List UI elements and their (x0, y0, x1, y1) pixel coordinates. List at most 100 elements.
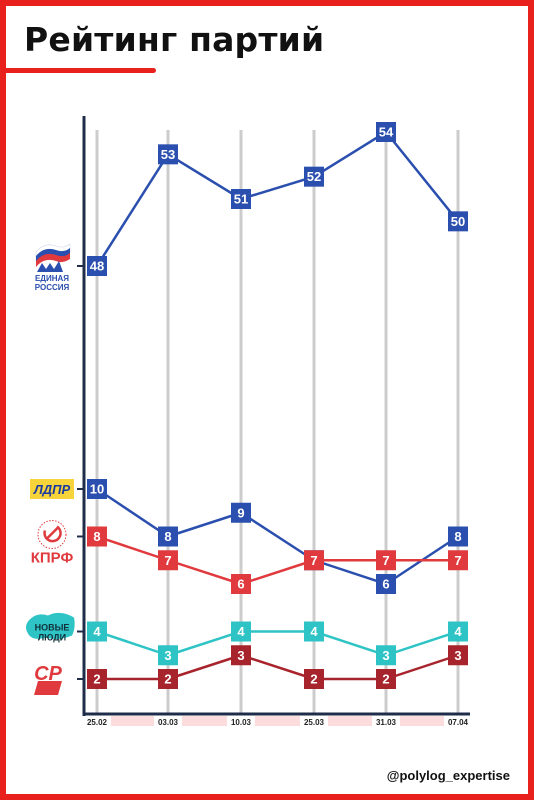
data-point (448, 645, 468, 666)
data-point (87, 669, 107, 689)
data-point (158, 550, 178, 571)
data-label: 7 (382, 553, 389, 568)
data-label: 6 (382, 577, 389, 592)
data-point (448, 526, 468, 547)
date-band-segment (182, 716, 227, 726)
data-point (158, 645, 178, 666)
data-label: 8 (93, 529, 100, 544)
series-line (96, 535, 458, 586)
date-band-segment (111, 716, 154, 726)
data-label: 7 (164, 553, 171, 568)
data-point (231, 502, 251, 523)
data-label: 8 (454, 529, 461, 544)
x-tick-label: 10.03 (231, 718, 252, 727)
data-point (376, 645, 396, 666)
legend-label: СР (34, 663, 62, 685)
data-point (304, 550, 324, 571)
data-label: 6 (237, 577, 244, 592)
data-point (231, 574, 251, 594)
series-4: 2 2 3 2 2 3 (87, 645, 468, 689)
data-label: 4 (93, 624, 101, 639)
data-label: 4 (310, 624, 318, 639)
date-band-segment (255, 716, 300, 726)
legend-label: ЕДИНАЯ (35, 274, 69, 283)
data-point (376, 550, 396, 571)
data-point (87, 479, 107, 499)
data-label: 52 (307, 169, 321, 184)
series-line (97, 654, 459, 681)
sr-logo-icon (34, 681, 62, 695)
date-band-segment (328, 716, 372, 726)
data-label: 53 (161, 147, 175, 162)
author-handle: @polylog_expertise (386, 768, 510, 783)
legend-item-sr: СР (34, 663, 63, 695)
series-line (96, 630, 459, 657)
legend-label: ЛЮДИ (38, 633, 66, 643)
data-point (231, 645, 251, 666)
data-point (376, 122, 396, 142)
data-point (376, 574, 396, 594)
series-line (96, 487, 459, 586)
series-line (95, 130, 459, 267)
date-band-segment (400, 716, 444, 726)
data-label: 3 (382, 648, 389, 663)
x-tick-label: 31.03 (376, 718, 397, 727)
series-0: 48 53 51 52 54 50 (87, 122, 468, 276)
data-point (158, 669, 178, 689)
x-tick-label: 25.02 (87, 718, 108, 727)
splash-icon (26, 612, 75, 640)
data-point (231, 189, 251, 209)
data-label: 51 (234, 192, 248, 207)
data-label: 10 (90, 482, 104, 497)
x-tick-label: 25.03 (304, 718, 325, 727)
ldpr-badge (30, 479, 74, 499)
data-point (448, 621, 468, 642)
data-point (304, 669, 324, 689)
data-point (158, 144, 178, 165)
legend-item-kprf: КПРФ (31, 520, 74, 567)
data-label: 2 (164, 672, 171, 687)
data-label: 4 (454, 624, 462, 639)
data-label: 7 (454, 553, 461, 568)
series-2: 8 7 6 7 7 7 (87, 526, 468, 594)
data-label: 2 (382, 672, 389, 687)
data-point (448, 211, 468, 232)
data-label: 7 (310, 553, 317, 568)
legend-item-ldpr: ЛДПР (30, 479, 74, 499)
data-label: 3 (237, 648, 244, 663)
x-tick-label: 03.03 (158, 718, 179, 727)
series-1: 10 8 9 7 6 8 (87, 479, 468, 594)
data-label: 3 (454, 648, 461, 663)
legend-label: КПРФ (31, 550, 74, 567)
data-label: 9 (237, 505, 244, 520)
data-label: 54 (379, 125, 394, 140)
data-point (448, 550, 468, 571)
title-underline (6, 68, 156, 73)
data-label: 2 (93, 672, 100, 687)
data-label: 3 (164, 648, 171, 663)
bear-flag-icon (35, 243, 71, 272)
x-tick-label: 07.04 (448, 718, 469, 727)
page-title: Рейтинг партий (24, 20, 325, 59)
data-point (158, 526, 178, 547)
data-point (376, 669, 396, 689)
series-3: 4 3 4 4 3 4 (87, 621, 468, 666)
data-label: 8 (164, 529, 171, 544)
legend-label: РОССИЯ (35, 283, 70, 292)
data-label: 2 (310, 672, 317, 687)
data-point (87, 526, 107, 547)
legend-label: НОВЫЕ (35, 623, 70, 633)
data-label: 50 (451, 214, 465, 229)
data-point (87, 256, 107, 276)
legend-label: ЛДПР (33, 482, 71, 497)
data-point (304, 621, 324, 642)
data-point (231, 621, 251, 642)
hammer-sickle-icon (37, 520, 67, 549)
data-label: 4 (237, 624, 245, 639)
data-label: 48 (90, 259, 104, 274)
data-point (87, 621, 107, 642)
